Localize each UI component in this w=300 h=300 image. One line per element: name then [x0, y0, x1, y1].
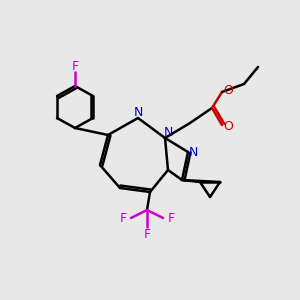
Text: F: F — [167, 212, 175, 224]
Text: F: F — [143, 227, 151, 241]
Text: F: F — [119, 212, 127, 224]
Text: N: N — [133, 106, 143, 119]
Text: O: O — [223, 83, 233, 97]
Text: O: O — [223, 121, 233, 134]
Text: N: N — [163, 127, 173, 140]
Text: F: F — [71, 59, 79, 73]
Text: N: N — [188, 146, 198, 158]
